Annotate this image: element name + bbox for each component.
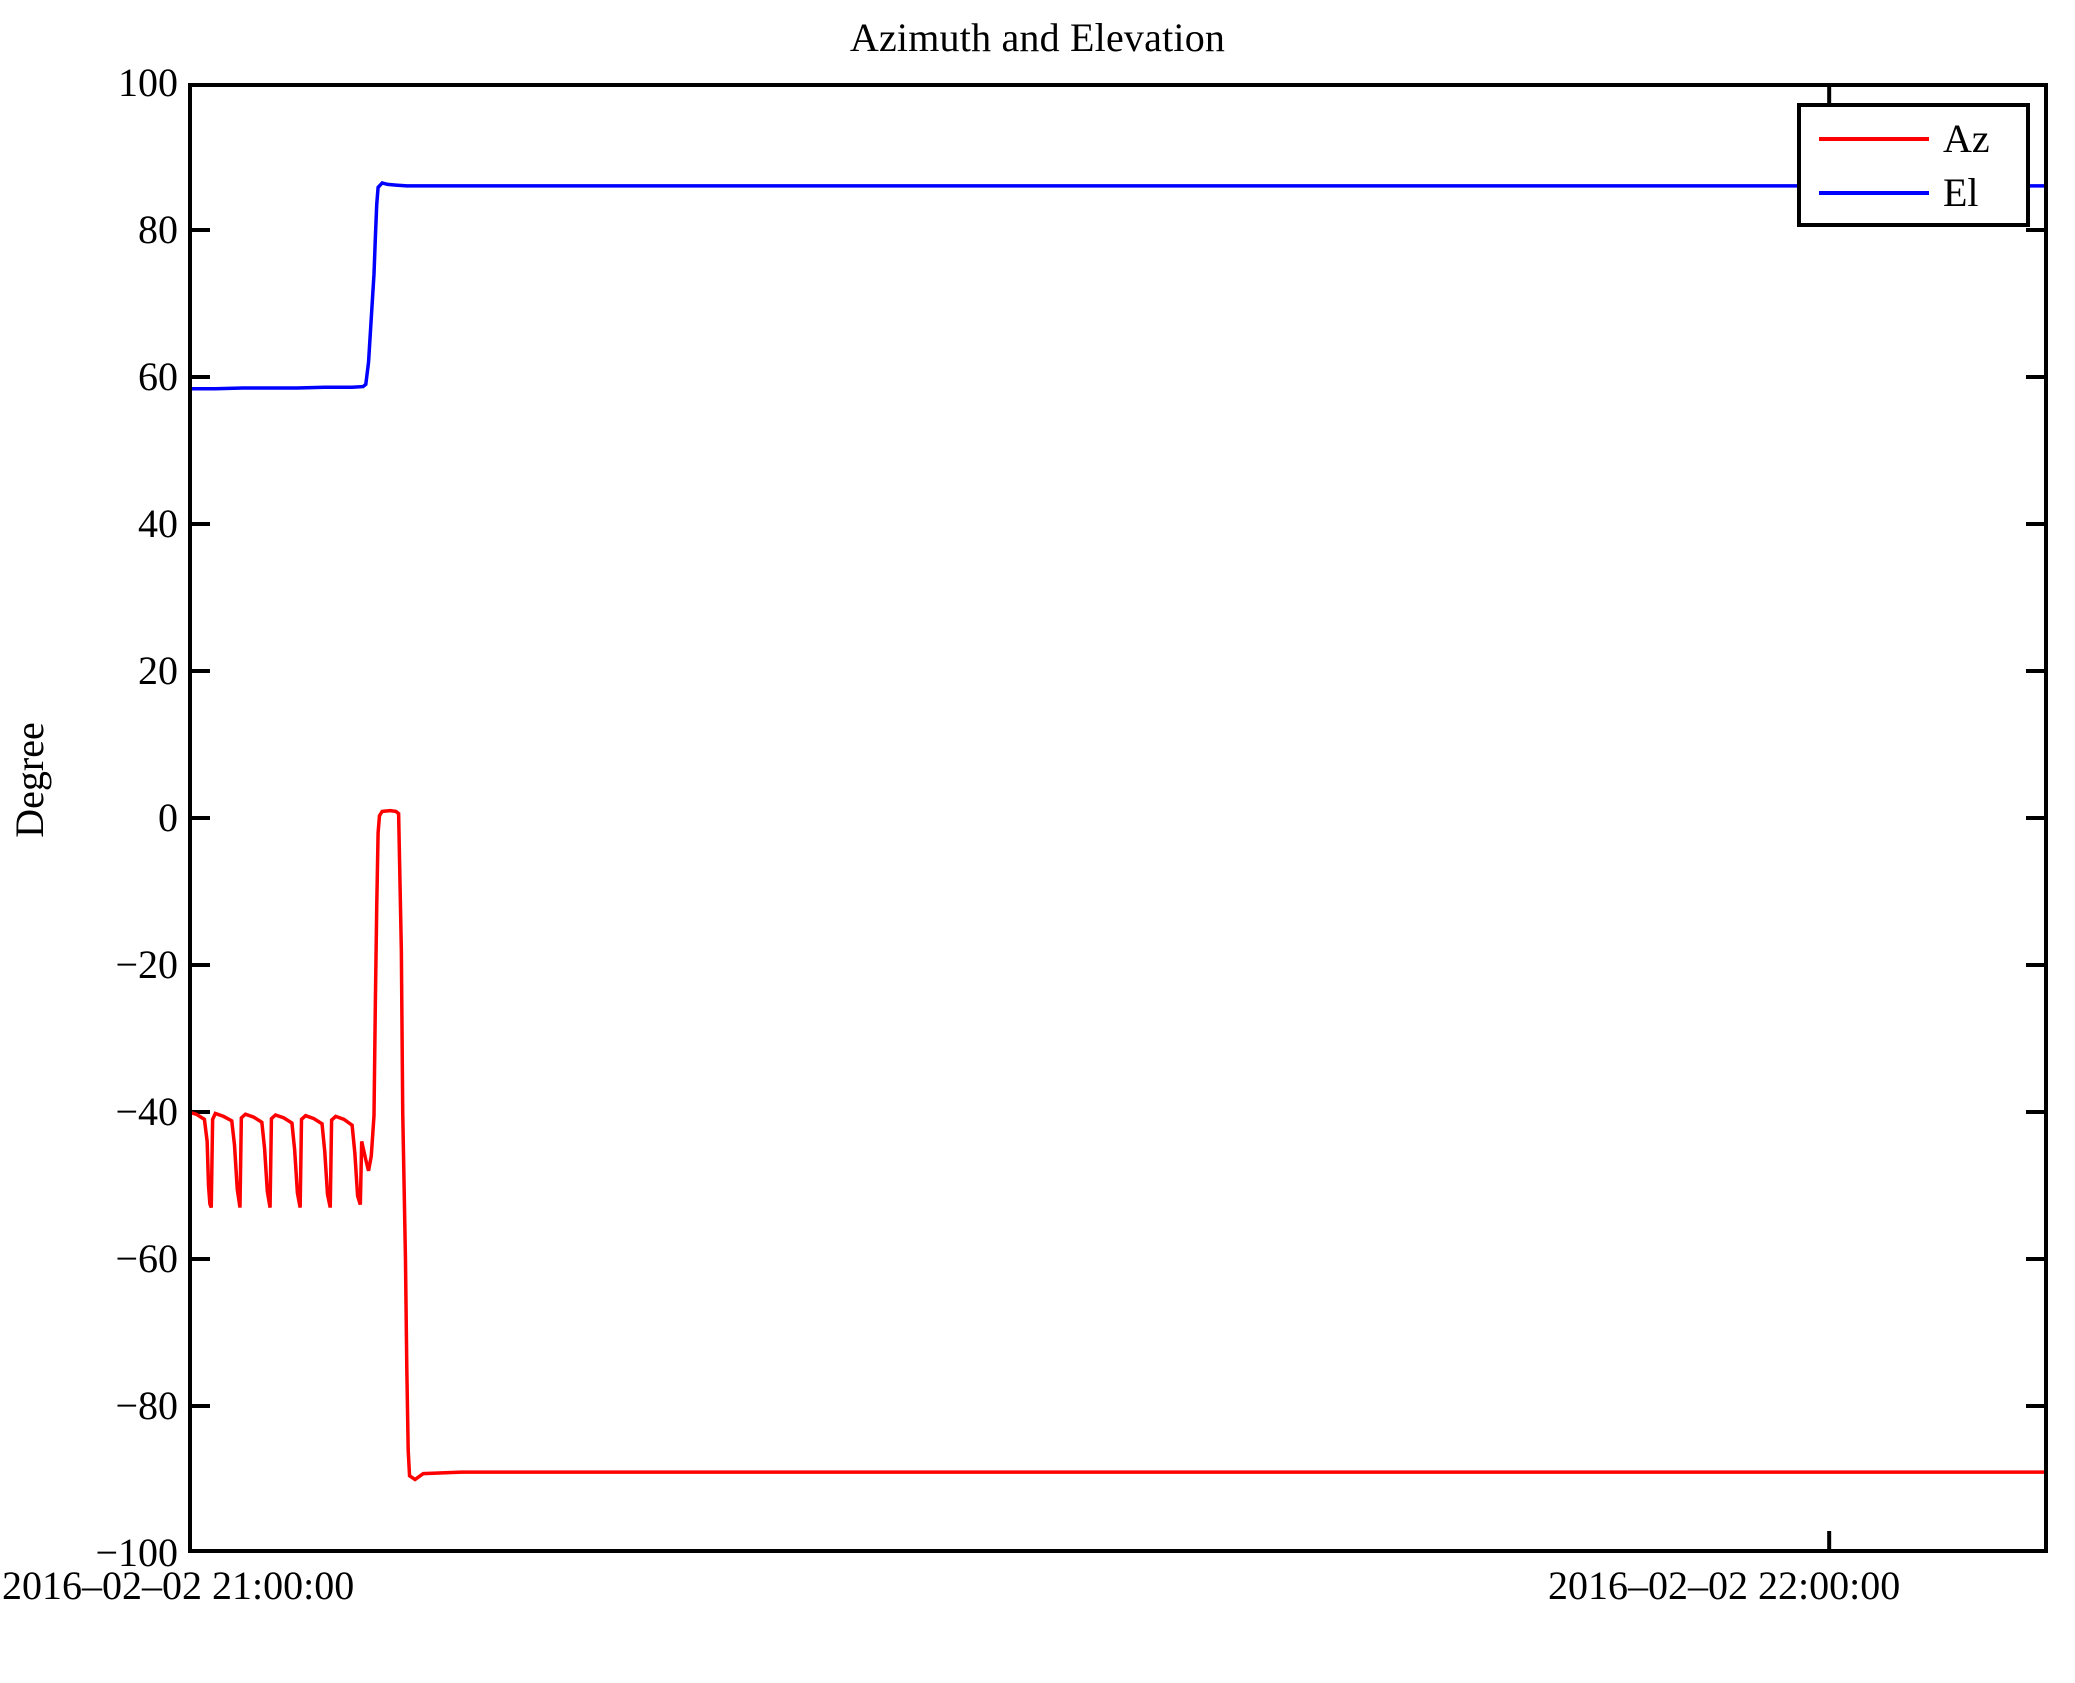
- y-axis-tick-label: 0: [158, 795, 178, 840]
- series-line-el: [188, 180, 2048, 391]
- legend-label-az: Az: [1943, 116, 1990, 161]
- legend-item-el: El: [1801, 167, 2034, 219]
- legend: Az El: [1797, 103, 2030, 227]
- y-axis-tick-label: −100: [95, 1530, 178, 1575]
- y-axis-tick-label: −20: [115, 942, 178, 987]
- x-axis-tick-label-start: 2016‒02‒02 21:00:00: [2, 1563, 355, 1608]
- y-axis-tick-label: 60: [138, 354, 178, 399]
- chart-title: Azimuth and Elevation: [849, 15, 1226, 60]
- y-axis-title: Degree: [7, 722, 52, 838]
- y-axis-tick-labels: 100 80 60 40 20 0 −20 −40 −60 −80 −100: [10, 0, 178, 1683]
- y-axis-tick-label: −80: [115, 1383, 178, 1428]
- y-axis-tick-label: −40: [115, 1089, 178, 1134]
- legend-item-az: Az: [1801, 113, 2034, 165]
- y-axis-tick-label: 100: [118, 60, 178, 105]
- y-axis-tick-label: 40: [138, 501, 178, 546]
- y-axis-tick-label: 20: [138, 648, 178, 693]
- y-axis-tick-label: 80: [138, 207, 178, 252]
- legend-label-el: El: [1943, 170, 1979, 215]
- series-line-az: [188, 808, 2048, 1482]
- legend-swatch-el: [1819, 191, 1929, 195]
- x-axis-tick-label-end: 2016‒02‒02 22:00:00: [1548, 1563, 1901, 1608]
- y-axis-tick-label: −60: [115, 1236, 178, 1281]
- legend-swatch-az: [1819, 137, 1929, 141]
- plot-axes-frame: [188, 83, 2048, 1553]
